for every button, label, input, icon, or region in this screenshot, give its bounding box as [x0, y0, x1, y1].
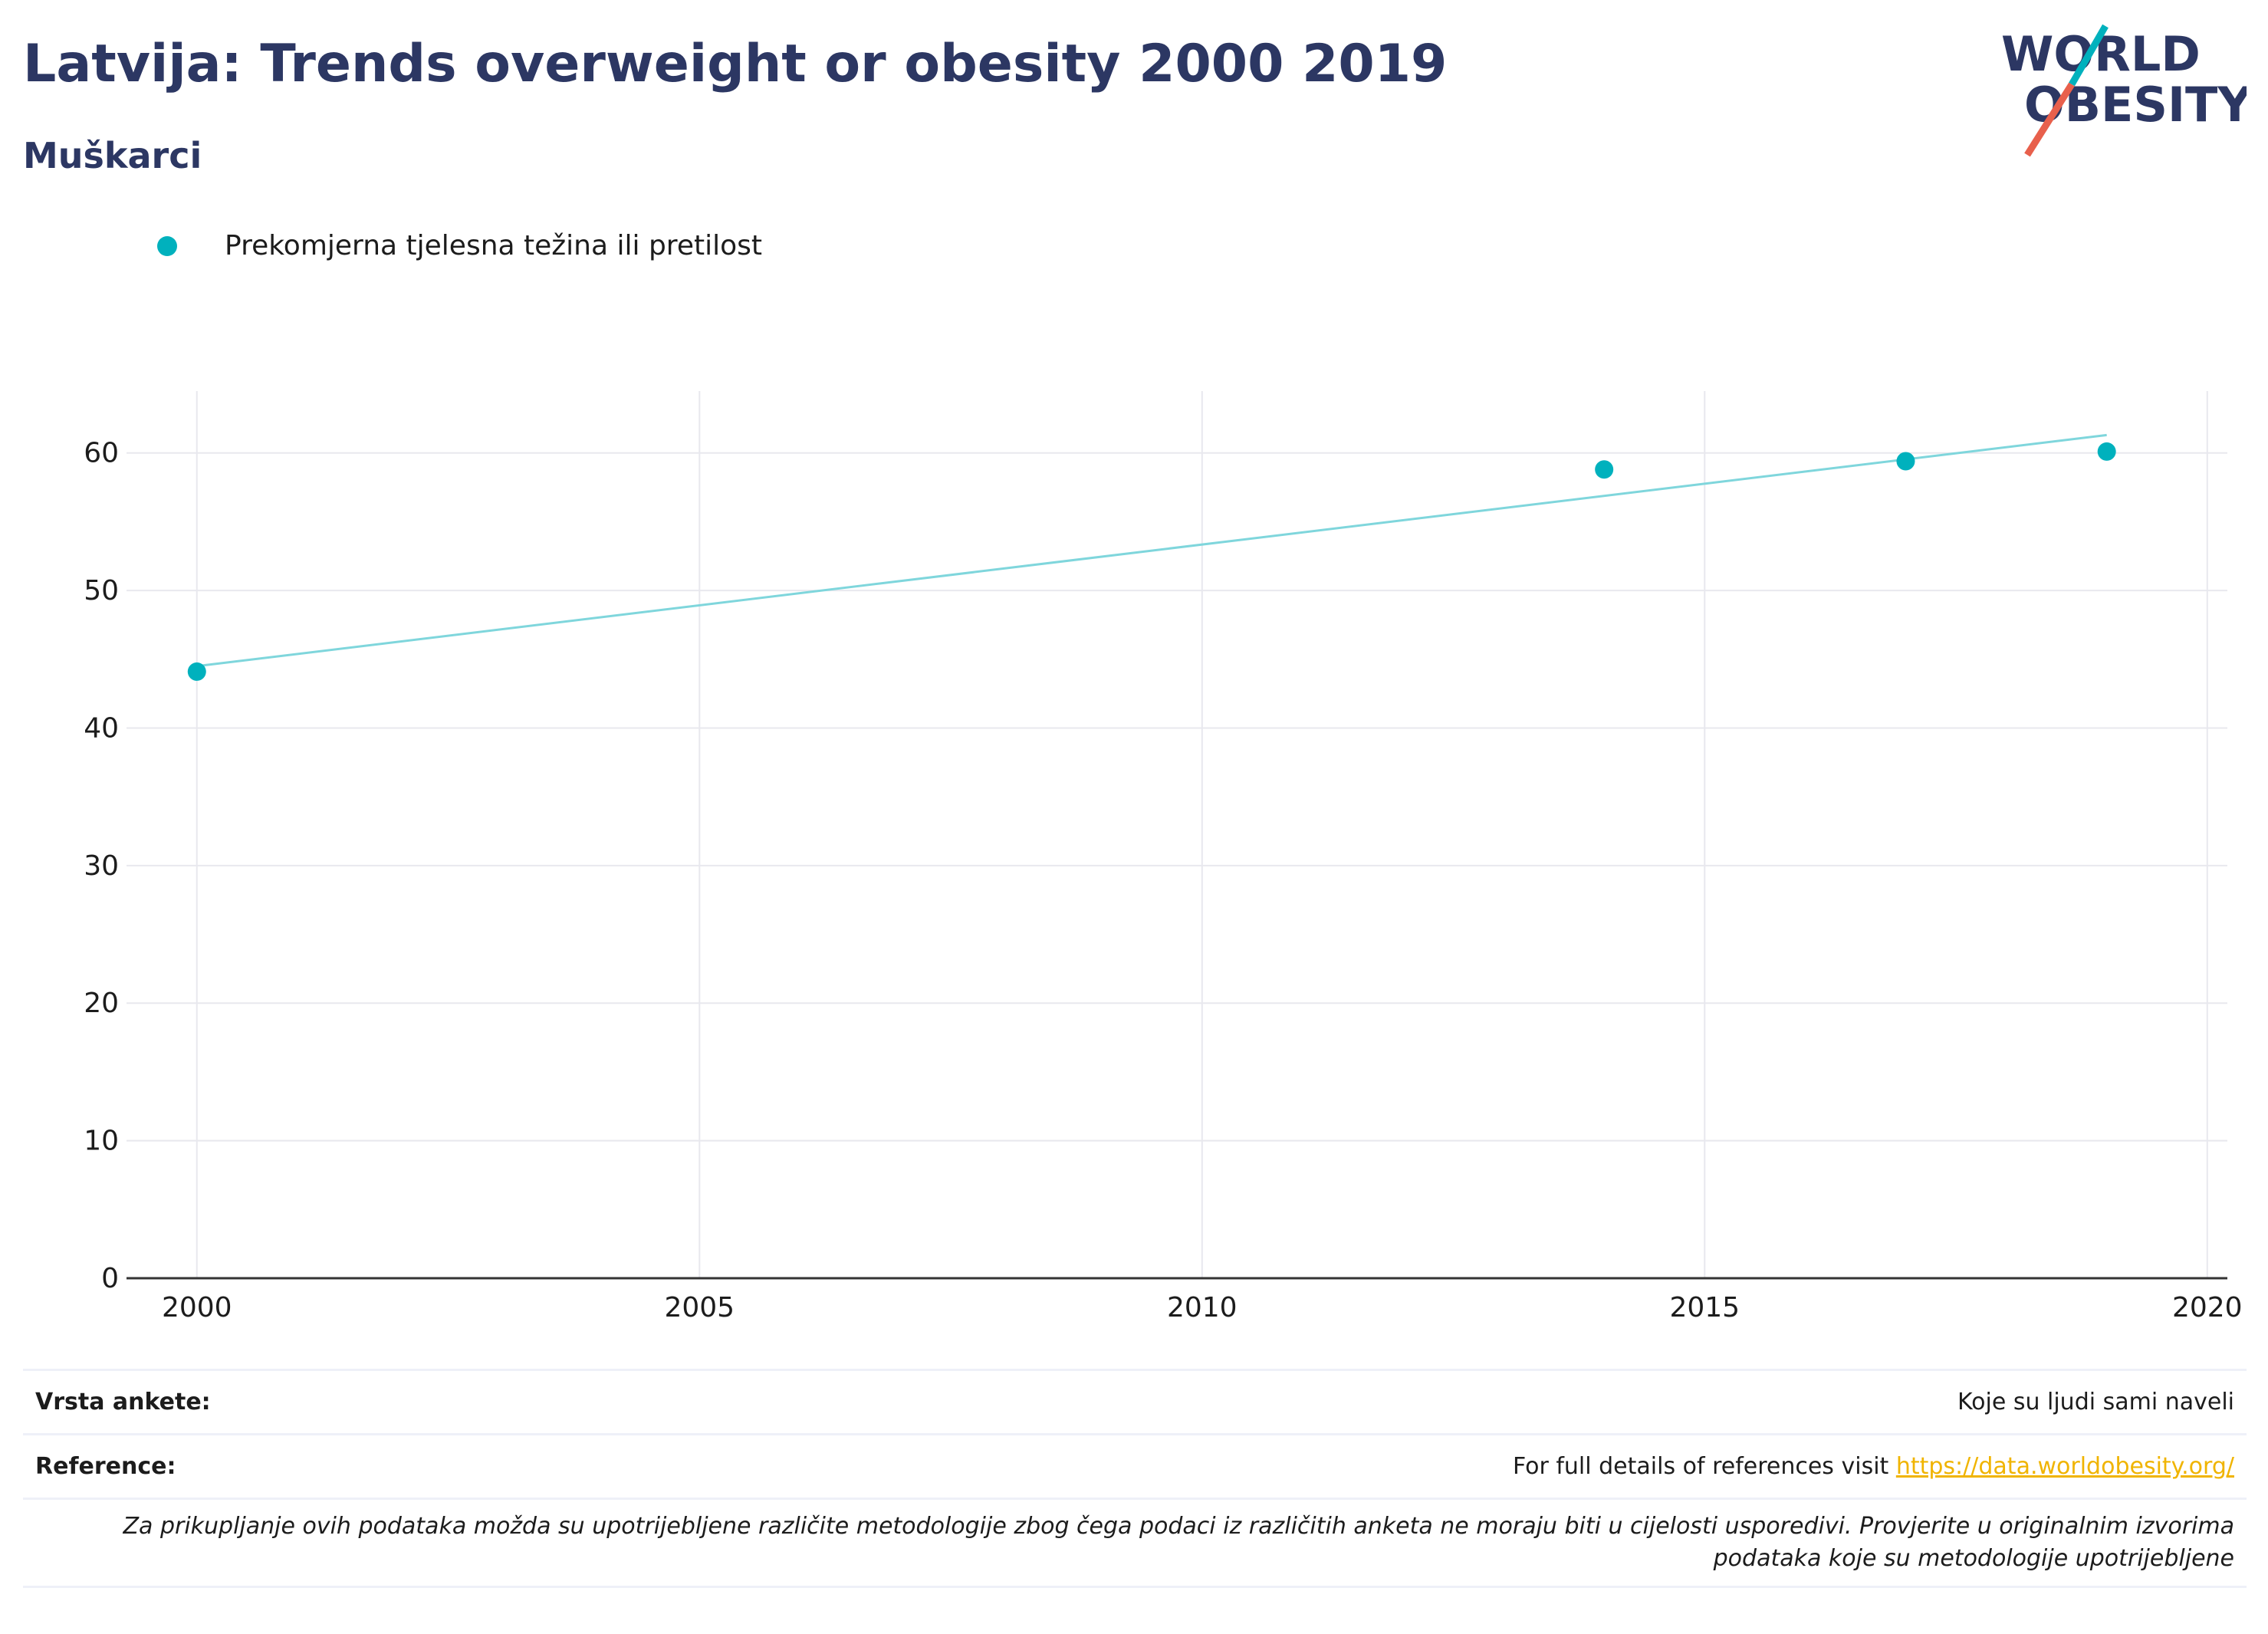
x-tick-label: 2020 [2172, 1292, 2243, 1323]
y-tick-label: 0 [101, 1263, 119, 1294]
y-tick-label: 10 [84, 1126, 119, 1157]
data-point [2097, 442, 2116, 461]
y-tick-label: 40 [84, 712, 119, 744]
x-tick-label: 2015 [1669, 1292, 1740, 1323]
x-tick-label: 2005 [664, 1292, 735, 1323]
chart-legend: Prekomjerna tjelesna težina ili pretilos… [157, 230, 762, 261]
survey-row: Vrsta ankete: Koje su ljudi sami naveli [23, 1369, 2247, 1433]
page-title: Latvija: Trends overweight or obesity 20… [23, 34, 1448, 94]
reference-row: Reference: For full details of reference… [23, 1433, 2247, 1498]
page-subtitle: Muškarci [23, 135, 202, 176]
scatter-chart: 0 10 20 30 40 50 60 2000 2005 2010 2015 2020 [84, 391, 2243, 1323]
trend-layer [196, 433, 2107, 668]
reference-text: For full details of references visit [1512, 1453, 1896, 1480]
x-tick-label: 2010 [1167, 1292, 1238, 1323]
y-tick-label: 50 [84, 575, 119, 607]
grid-layer [127, 391, 2227, 1278]
legend-label: Prekomjerna tjelesna težina ili pretilos… [225, 230, 762, 261]
y-tick-label: 20 [84, 988, 119, 1019]
data-point [1896, 452, 1915, 471]
x-tick-label: 2000 [162, 1292, 232, 1323]
y-tick-label: 30 [84, 850, 119, 882]
methodology-note: Za prikupljanje ovih podataka možda su u… [23, 1498, 2247, 1588]
legend-marker-icon [157, 235, 177, 256]
y-tick-label: 60 [84, 438, 119, 469]
trend-line [196, 433, 2107, 668]
data-point [1595, 460, 1614, 479]
reference-value: For full details of references visit htt… [1513, 1453, 2234, 1480]
world-obesity-logo: WORLD OBESITY [2001, 24, 2247, 157]
reference-link[interactable]: https://data.worldobesity.org/ [1895, 1453, 2234, 1480]
axis-layer: 0 10 20 30 40 50 60 2000 2005 2010 2015 2020 [84, 438, 2242, 1323]
survey-value: Koje su ljudi sami naveli [1957, 1389, 2234, 1415]
survey-label: Vrsta ankete: [35, 1389, 211, 1415]
point-layer [187, 442, 2116, 681]
logo-slash-red [2024, 82, 2075, 157]
info-table: Vrsta ankete: Koje su ljudi sami naveli … [23, 1369, 2247, 1588]
reference-label: Reference: [35, 1453, 176, 1480]
logo-slash-teal [2069, 24, 2109, 87]
data-point [187, 662, 206, 681]
